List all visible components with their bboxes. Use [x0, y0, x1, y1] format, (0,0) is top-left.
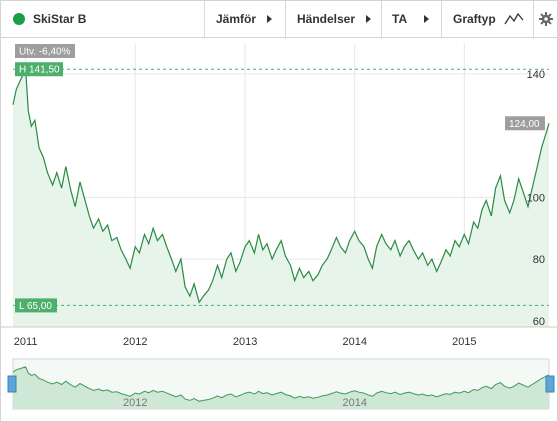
compare-label: Jämför [216, 12, 257, 26]
compare-button[interactable]: Jämför [204, 1, 285, 37]
events-button[interactable]: Händelser [285, 1, 381, 37]
last-value-tag-text: 124,00 [509, 119, 540, 130]
low-tag: L 65,00 [15, 298, 57, 313]
ta-label: TA [392, 12, 408, 26]
high-tag-bg [15, 62, 63, 77]
high-tag: H 141,50 [15, 62, 63, 77]
navigator-tick-label: 2012 [123, 397, 147, 409]
events-label: Händelser [297, 12, 356, 26]
navigator-handle-left[interactable] [7, 375, 17, 393]
y-tick-label: 140 [527, 69, 545, 81]
series-name: SkiStar B [33, 12, 87, 26]
navigator-line [12, 366, 550, 402]
low-tag-text: L 65,00 [19, 301, 52, 312]
x-tick-label: 2011 [14, 336, 38, 348]
series-color-dot [13, 13, 25, 25]
ta-button[interactable]: TA [381, 1, 441, 37]
navigator-handle-right[interactable] [545, 375, 555, 393]
gear-icon [538, 12, 553, 26]
x-tick-label: 2012 [123, 336, 147, 348]
graph-type-label: Graftyp [453, 12, 496, 26]
y-tick-label: 80 [533, 254, 545, 266]
change-tag-bg [15, 44, 75, 58]
price-line [12, 66, 550, 304]
change-tag-text: Utv. -6,40% [19, 47, 71, 58]
change-tag: Utv. -6,40% [15, 44, 75, 58]
settings-button[interactable] [533, 1, 557, 37]
last-value-tag-bg [505, 116, 545, 131]
chevron-right-icon [267, 15, 273, 23]
chevron-right-icon [424, 15, 430, 23]
y-tick-label: 60 [533, 316, 545, 328]
x-tick-label: 2014 [342, 336, 366, 348]
chevron-right-icon [366, 15, 372, 23]
y-tick-label: 100 [527, 192, 545, 204]
series-title: SkiStar B [13, 1, 86, 37]
high-tag-text: H 141,50 [19, 65, 60, 76]
chart-toolbar: SkiStar B Jämför Händelser TA Graftyp [1, 1, 557, 38]
low-tag-bg [15, 298, 57, 313]
x-tick-label: 2015 [452, 336, 476, 348]
last-value-tag: 124,00 [505, 116, 545, 131]
line-chart-icon [504, 12, 524, 25]
navigator-tick-label: 2014 [342, 397, 366, 409]
navigator-area [13, 366, 549, 409]
x-tick-label: 2013 [233, 336, 257, 348]
price-area [13, 69, 549, 327]
graph-type-button[interactable]: Graftyp [441, 1, 533, 37]
